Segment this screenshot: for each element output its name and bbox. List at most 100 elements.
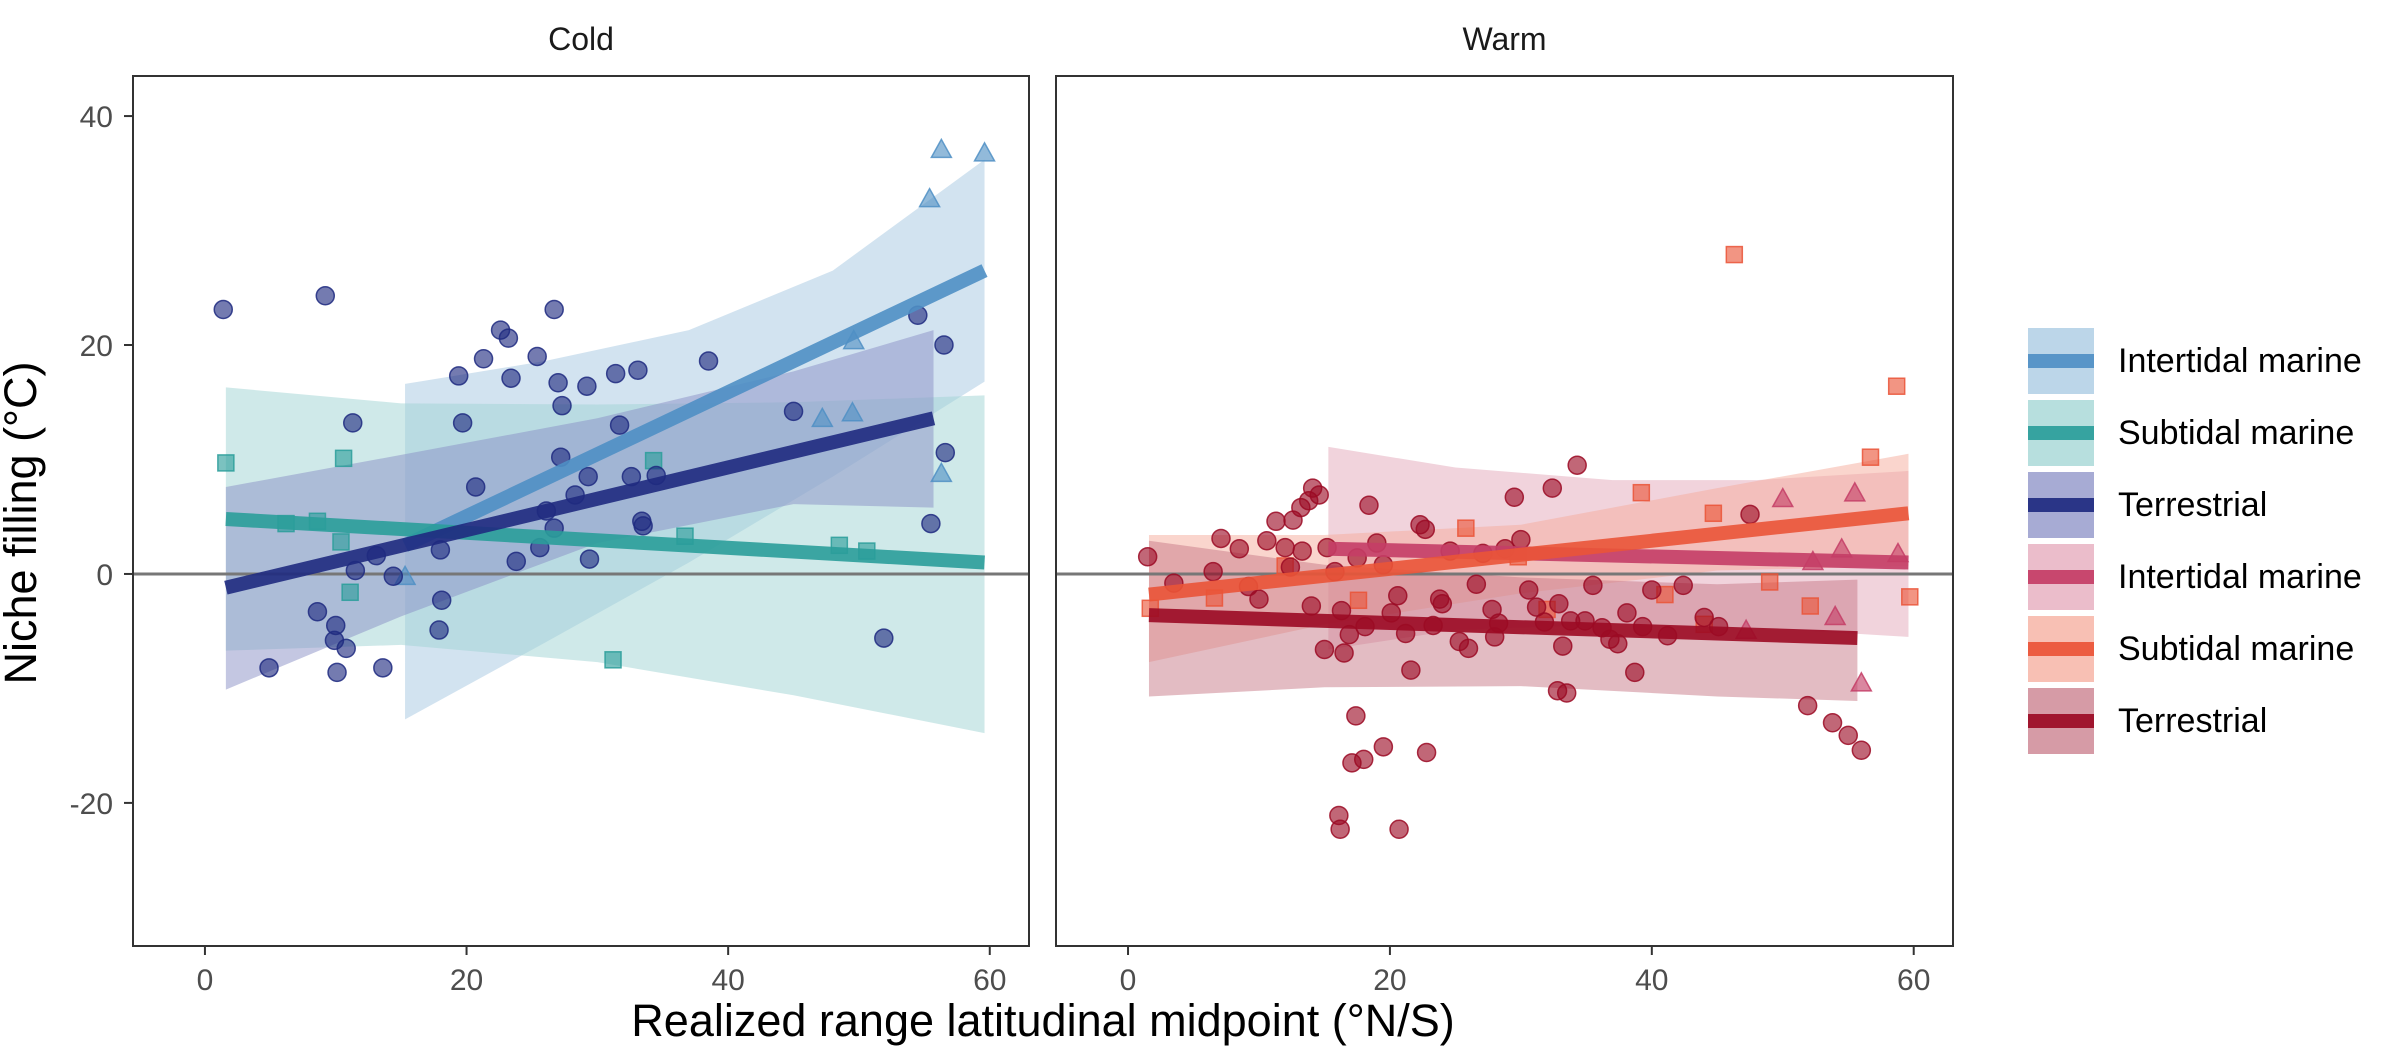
data-point [473, 349, 494, 369]
data-point [1292, 541, 1312, 561]
data-point [935, 442, 956, 463]
data-point [327, 662, 347, 683]
legend-key-line [2028, 642, 2094, 656]
data-point [934, 335, 954, 355]
legend-label: Terrestrial [2118, 486, 2267, 524]
fit-line [1148, 608, 1858, 646]
data-point [930, 461, 953, 483]
data-point [633, 516, 653, 536]
data-point [448, 366, 469, 386]
data-point [1457, 519, 1475, 537]
data-point [544, 299, 564, 320]
data-point [1673, 575, 1693, 596]
data-point [498, 328, 519, 348]
data-point [1229, 539, 1250, 559]
data-point [373, 658, 393, 678]
legend-key-line [2028, 570, 2094, 584]
data-point [1642, 580, 1662, 600]
data-point [1388, 585, 1408, 606]
x-tick-label: 40 [711, 964, 744, 997]
data-point [259, 658, 279, 678]
legend-label: Subtidal marine [2118, 414, 2354, 452]
panel-border [132, 75, 1030, 947]
fit-line [1148, 506, 1910, 602]
plot-area [133, 137, 1029, 734]
data-point [332, 533, 350, 551]
data-point [1203, 561, 1223, 582]
data-point [1851, 740, 1872, 760]
data-point [1861, 448, 1880, 466]
data-point [1771, 487, 1795, 508]
data-point [1415, 519, 1436, 540]
data-point [1416, 742, 1437, 763]
data-point [1901, 588, 1919, 606]
data-point [1301, 596, 1322, 616]
data-point [1542, 478, 1563, 498]
fit-line [402, 264, 988, 552]
data-point [552, 395, 572, 416]
data-point [1850, 671, 1873, 692]
data-point [1137, 547, 1158, 567]
y-tick-label: 0 [96, 559, 113, 592]
data-point [605, 363, 626, 384]
data-point [1359, 495, 1379, 516]
data-point [1346, 706, 1366, 726]
legend-label: Intertidal marine [2118, 558, 2362, 596]
data-point [1526, 597, 1547, 617]
data-point [1249, 589, 1269, 609]
y-tick-label: 20 [80, 330, 113, 363]
data-point [930, 137, 953, 159]
data-point [918, 187, 941, 208]
fit-line [225, 512, 985, 570]
data-point [1632, 483, 1651, 502]
legend-item: Subtidal marine [2028, 616, 2354, 682]
legend-key-line [2028, 354, 2094, 368]
legend-label: Terrestrial [2118, 702, 2267, 740]
data-point [811, 406, 834, 428]
panel-title: Warm [1462, 21, 1546, 57]
x-tick-label: 0 [1120, 964, 1137, 997]
fit-line [1328, 541, 1909, 570]
data-point [921, 513, 941, 534]
data-point [341, 583, 359, 602]
data-point [1549, 593, 1569, 614]
legend-key-line [2028, 426, 2094, 440]
x-tick-label: 60 [973, 964, 1006, 997]
x-tick-label: 20 [450, 964, 483, 997]
data-point [609, 415, 630, 435]
x-tick-label: 20 [1373, 964, 1406, 997]
data-point [604, 651, 622, 669]
data-point [1740, 504, 1760, 525]
data-point [1466, 574, 1487, 595]
data-point [1349, 591, 1368, 610]
facet-panels: Cold 0 20 40 60 -20 0 20 40 Warm 0 20 40 60 [70, 21, 1954, 997]
legend-item: Terrestrial [2028, 472, 2267, 538]
data-point [628, 360, 648, 380]
data-point [452, 413, 473, 433]
data-point [1429, 589, 1450, 609]
data-point [334, 449, 353, 468]
data-point [1342, 753, 1362, 773]
data-point [1553, 636, 1573, 656]
data-point [342, 413, 363, 433]
data-point [501, 368, 521, 388]
data-point [383, 566, 404, 586]
data-point [429, 620, 449, 640]
data-point [578, 466, 598, 487]
data-point [1275, 537, 1295, 558]
data-point [1556, 683, 1577, 703]
data-point [577, 376, 597, 396]
plot-area [1056, 245, 1953, 839]
y-axis-label: Niche filling (°C) [0, 361, 46, 684]
fit-line [224, 411, 936, 595]
data-point [324, 630, 345, 651]
data-point [1760, 573, 1779, 591]
data-point [1822, 713, 1843, 733]
data-point [1843, 481, 1867, 502]
data-point [1567, 455, 1587, 475]
legend-item: Subtidal marine [2028, 400, 2354, 466]
x-tick-label: 60 [1897, 964, 1930, 997]
data-point [315, 286, 336, 306]
data-point [783, 401, 804, 422]
